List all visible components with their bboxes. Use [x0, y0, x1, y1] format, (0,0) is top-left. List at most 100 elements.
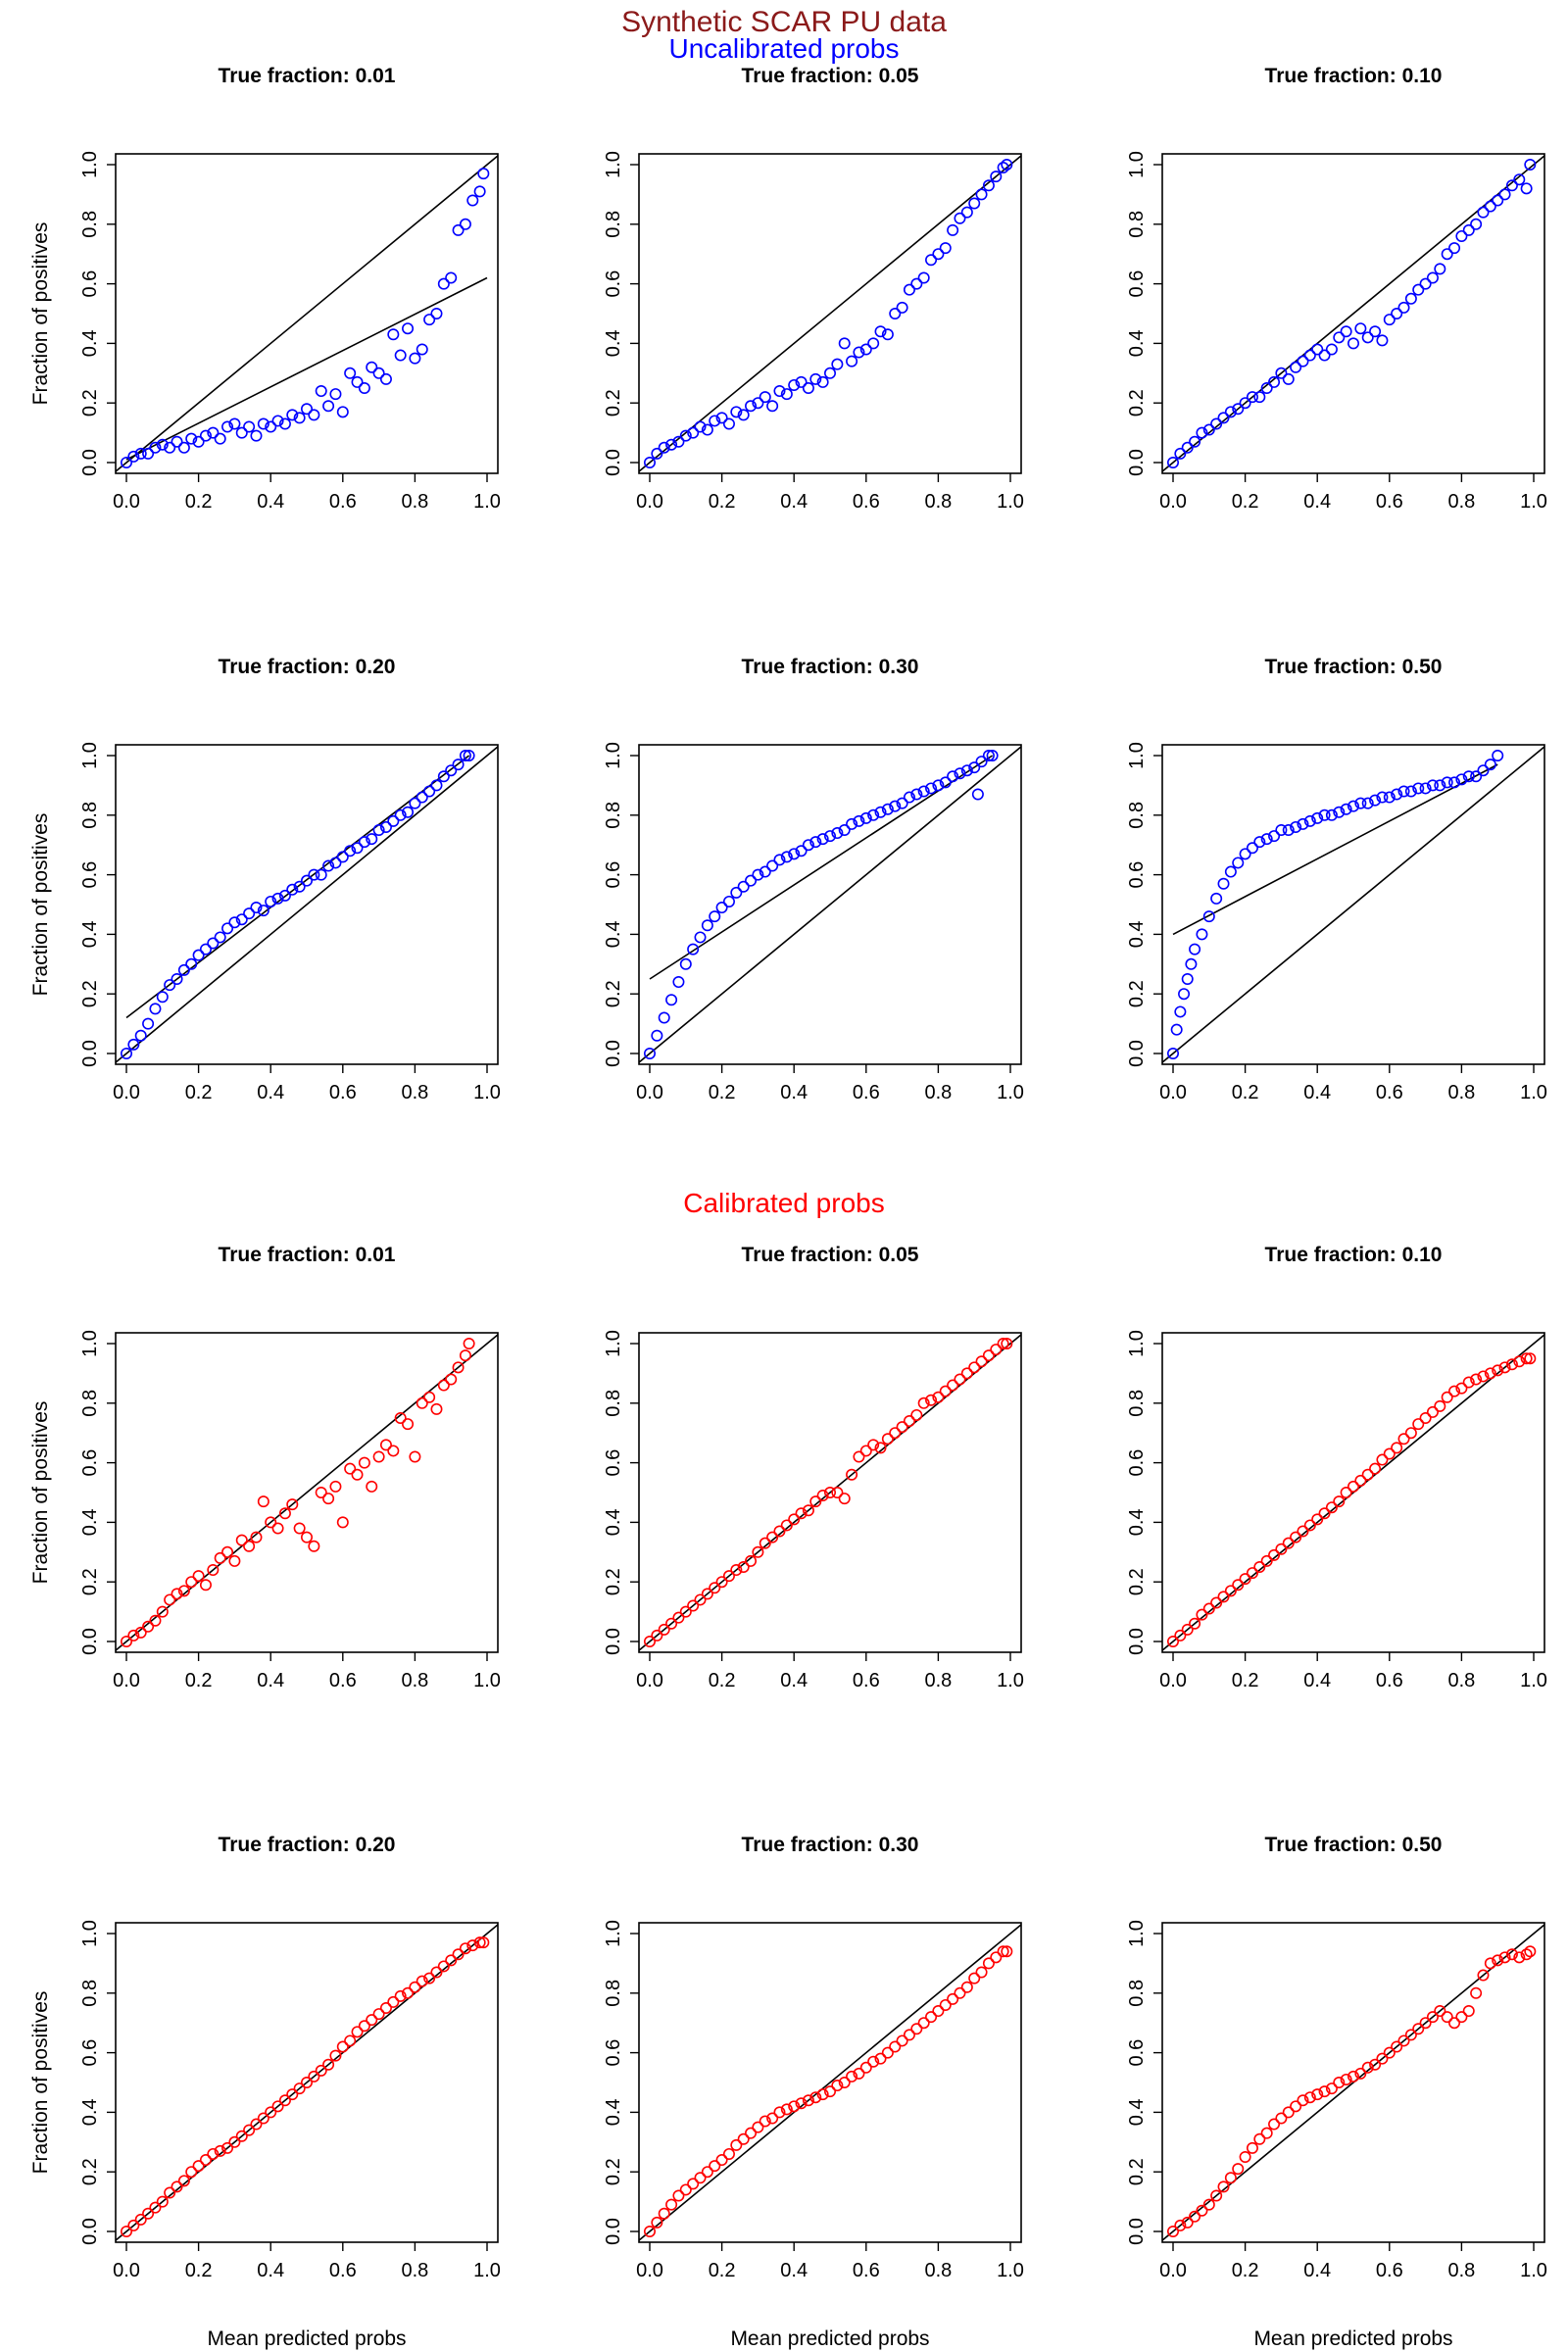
data-point — [372, 1450, 385, 1463]
data-point — [445, 1954, 458, 1967]
data-point — [207, 426, 220, 439]
data-point — [358, 2020, 370, 2033]
data-point — [932, 2005, 945, 2018]
y-tick-label: 0.4 — [1126, 329, 1148, 357]
y-tick-label: 0.2 — [1126, 389, 1148, 416]
data-point — [164, 979, 176, 992]
data-point — [437, 277, 450, 290]
data-point — [694, 1593, 707, 1606]
data-point — [149, 2201, 162, 2214]
data-point — [1462, 770, 1475, 783]
plot-box — [115, 1332, 499, 1653]
data-point — [1189, 1617, 1201, 1630]
data-point — [1354, 322, 1367, 335]
data-point — [651, 2216, 663, 2229]
data-point — [1202, 1602, 1215, 1615]
data-point — [171, 1588, 183, 1600]
data-point — [809, 2091, 822, 2104]
data-point — [709, 415, 721, 427]
data-point — [315, 868, 327, 881]
data-point — [1477, 1969, 1490, 1982]
x-tick-label: 0.4 — [780, 2260, 808, 2281]
data-point — [265, 420, 277, 433]
data-point — [394, 808, 407, 821]
data-point — [1189, 943, 1201, 956]
data-point — [737, 880, 750, 893]
data-point — [1419, 1412, 1432, 1425]
data-point — [177, 2175, 190, 2187]
data-point — [1196, 2204, 1208, 2217]
data-point — [766, 400, 779, 413]
data-point — [473, 1936, 486, 1949]
data-point — [257, 2112, 270, 2125]
data-point — [293, 2082, 306, 2095]
x-tick-label: 0.0 — [636, 1670, 663, 1691]
data-point — [207, 2147, 220, 2160]
data-point — [1224, 2172, 1237, 2184]
x-tick-label: 1.0 — [473, 1082, 501, 1103]
data-point — [445, 764, 458, 777]
data-point — [672, 976, 685, 989]
data-point — [947, 223, 959, 236]
x-axis-label: Mean predicted probs — [207, 2328, 406, 2350]
data-point — [1340, 2073, 1352, 2085]
x-tick-label: 0.4 — [780, 1082, 808, 1103]
data-point — [745, 400, 758, 413]
diagonal-reference-line — [639, 1333, 1021, 1652]
y-tick-label: 0.6 — [1126, 2039, 1148, 2067]
data-point — [1426, 271, 1439, 284]
data-point — [802, 839, 814, 852]
data-point — [709, 1582, 721, 1594]
data-point — [1001, 159, 1013, 172]
x-tick-label: 0.2 — [185, 1082, 213, 1103]
data-point — [394, 349, 407, 362]
y-tick-label: 1.0 — [79, 1920, 101, 1947]
data-point — [1282, 372, 1295, 385]
x-tick-label: 0.0 — [636, 2260, 663, 2281]
panel-title: True fraction: 0.10 — [1265, 1244, 1443, 1266]
data-point — [1217, 1591, 1230, 1603]
panel-title: True fraction: 0.10 — [1265, 65, 1443, 87]
data-point — [903, 2029, 915, 2041]
y-tick-label: 0.8 — [603, 1390, 624, 1417]
data-point — [1354, 2067, 1367, 2080]
x-tick-label: 0.0 — [113, 491, 140, 513]
data-point — [1189, 435, 1201, 448]
data-point — [910, 788, 923, 801]
data-point — [1524, 1945, 1537, 1958]
data-point — [867, 1439, 880, 1451]
data-point — [960, 1367, 973, 1380]
data-point — [409, 797, 421, 809]
data-point — [1282, 1537, 1295, 1549]
data-point — [459, 1942, 471, 1955]
data-point — [947, 770, 959, 783]
y-tick-label: 1.0 — [603, 1330, 624, 1357]
data-point — [387, 814, 400, 827]
data-point — [394, 1412, 407, 1425]
plot-area — [639, 1923, 1021, 2242]
panel-title: True fraction: 0.05 — [742, 65, 919, 87]
data-point — [917, 2017, 930, 2030]
y-tick-label: 0.6 — [1126, 270, 1148, 298]
data-point — [1196, 426, 1208, 439]
data-point — [773, 385, 786, 398]
data-point — [745, 874, 758, 887]
data-point — [322, 400, 335, 413]
data-point — [752, 1545, 764, 1558]
x-tick-label: 0.4 — [780, 1670, 808, 1691]
data-point — [1412, 1418, 1425, 1431]
data-point — [1448, 2017, 1461, 2030]
data-point — [665, 994, 678, 1006]
data-point — [379, 820, 392, 833]
calibration-panel: True fraction: 0.10 0.0 0.0 0.2 0.2 0.4 0.4 0.6… — [1126, 1244, 1547, 1691]
plot-box — [115, 744, 499, 1065]
calibration-panel: True fraction: 0.01 0.0 0.0 0.2 0.2 0.4 0.4 0.6… — [29, 65, 501, 513]
data-point — [1397, 785, 1410, 798]
data-point — [932, 248, 945, 261]
data-point — [853, 814, 865, 827]
data-point — [853, 1450, 865, 1463]
data-point — [1397, 2034, 1410, 2047]
data-point — [134, 1626, 147, 1639]
data-point — [300, 1531, 313, 1544]
